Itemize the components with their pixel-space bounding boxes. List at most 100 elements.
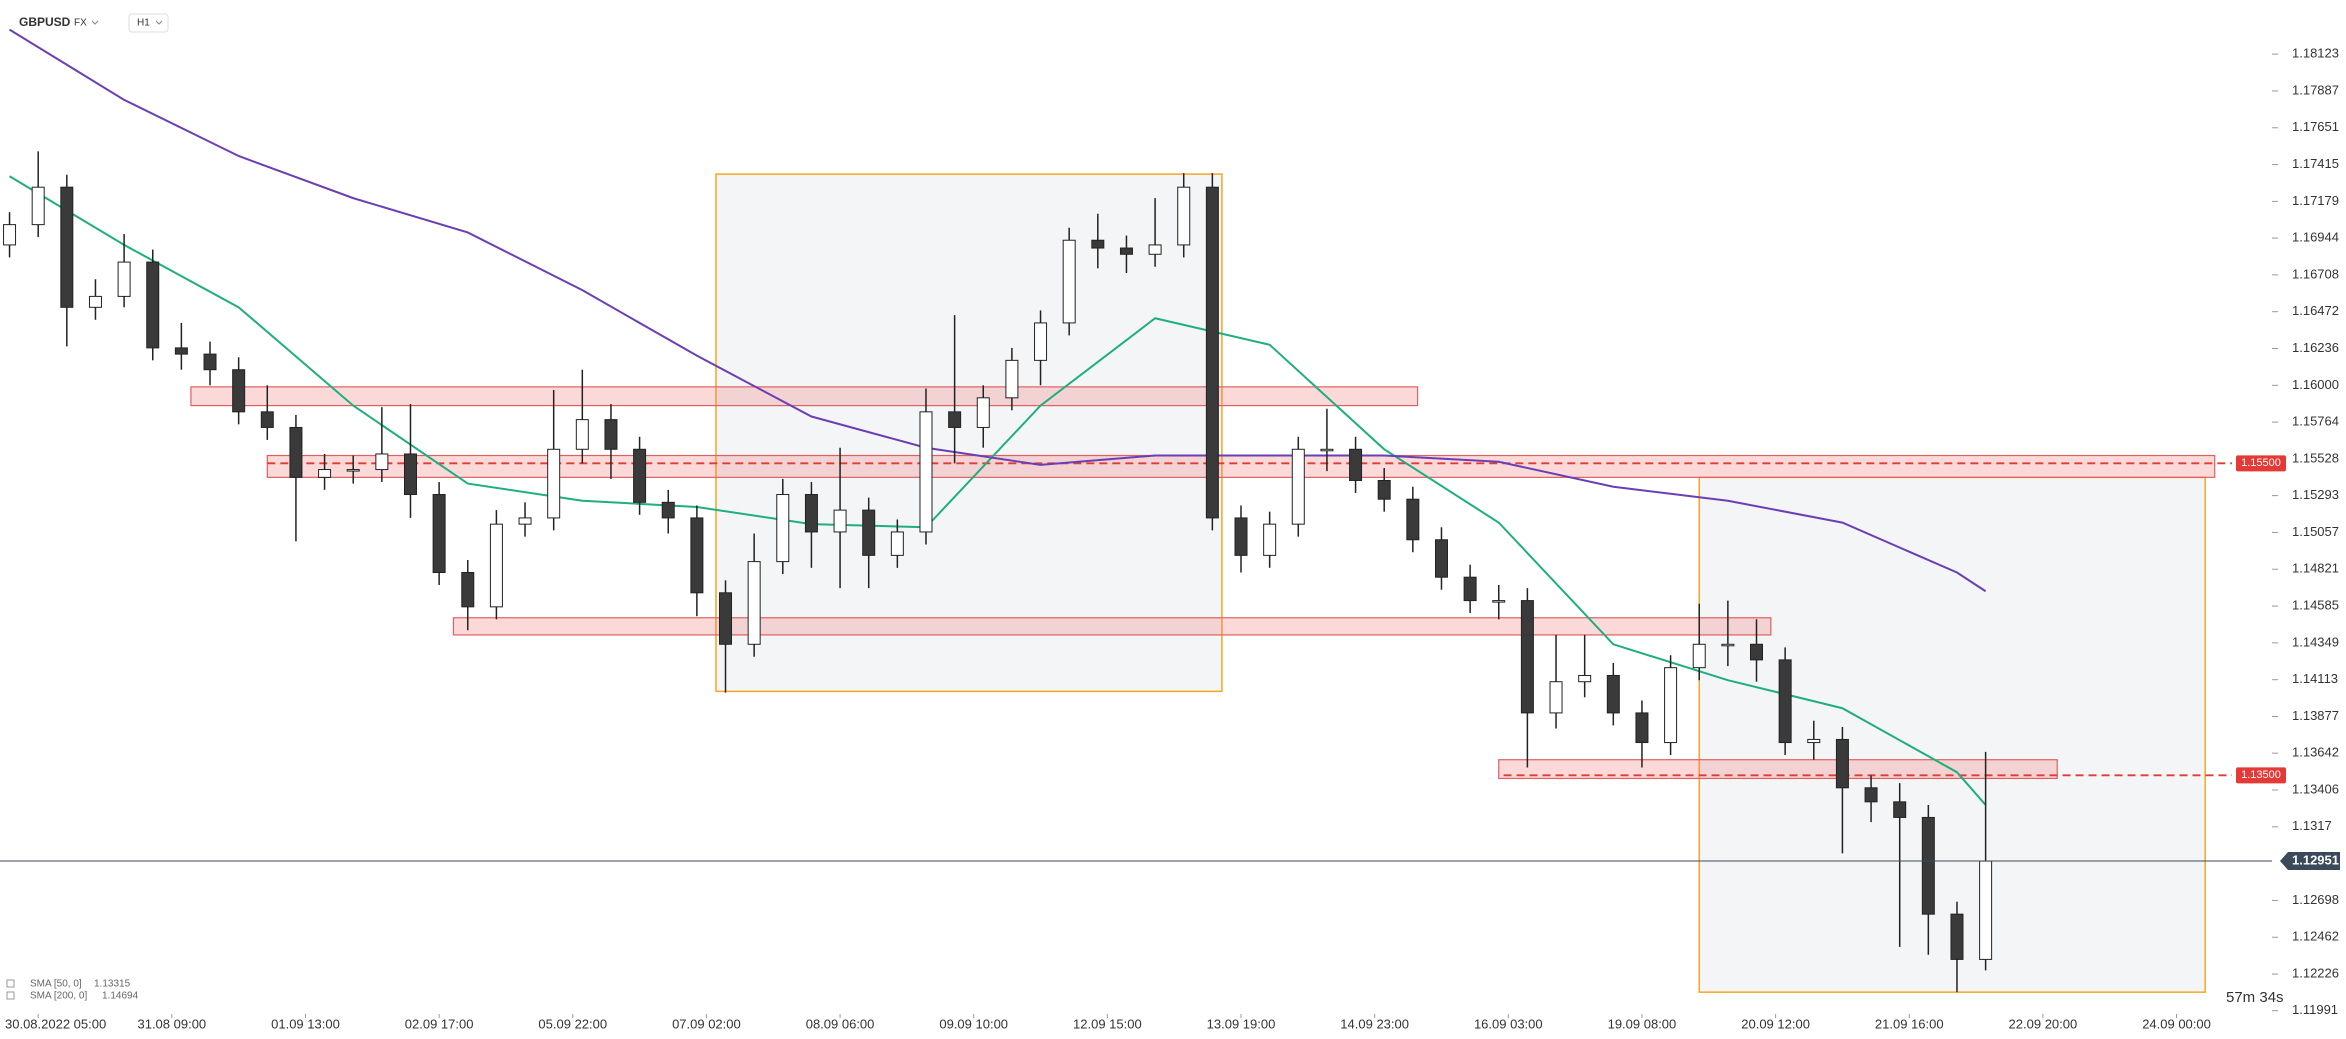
level-label: 1.15500 [2241,457,2281,469]
candle-body [1606,674,1620,714]
y-tick-label: 1.15057 [2292,524,2339,539]
zone [1498,759,2058,780]
candle-body [547,448,561,519]
candle-body [3,224,17,246]
y-tick-label: 1.15764 [2292,414,2339,429]
y-tick-label: 1.12698 [2292,892,2339,907]
candle-body [1520,600,1534,714]
candle-body [1291,448,1305,525]
market-chevron[interactable] [91,20,99,25]
candle-body [1177,186,1191,246]
x-tick-label: 21.09 16:00 [1875,1016,1944,1031]
candle-body [1349,448,1363,481]
symbol[interactable]: GBPUSD [19,15,71,29]
y-tick-label: 1.18123 [2292,46,2339,61]
y-tick-label: 1.16000 [2292,377,2339,392]
y-tick-label: 1.14821 [2292,561,2339,576]
y-tick-label: 1.16236 [2292,340,2339,355]
candle-body [1692,643,1706,669]
candle-body [346,469,360,472]
candle-body [1549,681,1563,714]
y-tick-label: 1.14113 [2292,671,2338,686]
candle-body [1864,787,1878,803]
x-tick-label: 01.09 13:00 [271,1016,340,1031]
candle-body [518,517,532,525]
x-tick-label: 22.09 20:00 [2009,1016,2078,1031]
x-tick-label: 07.09 02:00 [672,1016,741,1031]
candle-body [661,501,675,519]
sma-line [9,175,1987,806]
candle-body [1578,674,1592,683]
candle-body [747,561,761,645]
zones-layer [190,386,2232,780]
y-tick-label: 1.1317 [2292,818,2332,833]
candle-body [575,419,589,450]
candle-body [1921,816,1935,915]
sma-line [9,28,1987,593]
candle-body [1750,643,1764,661]
candle-body [862,509,876,556]
x-tick-label: 13.09 19:00 [1207,1016,1276,1031]
x-tick-label: 08.09 06:00 [806,1016,875,1031]
candle-body [604,419,618,450]
countdown: 57m 34s [2226,989,2284,1006]
candle-body [31,186,45,226]
x-tick-label: 09.09 10:00 [939,1016,1008,1031]
y-tick-label: 1.17651 [2292,119,2339,134]
x-tick-label: 12.09 15:00 [1073,1016,1142,1031]
candle-body [1979,860,1993,960]
y-tick-label: 1.14349 [2292,634,2339,649]
y-tick-label: 1.15293 [2292,487,2339,502]
candle-body [919,411,933,533]
y-tick-label: 1.13406 [2292,781,2339,796]
level-label: 1.13500 [2241,769,2281,781]
candle-body [1119,247,1133,255]
candle-body [203,353,217,371]
boxes-layer [715,173,2206,993]
legend-name: SMA [50, 0] [30,979,82,990]
y-tick-label: 1.13642 [2292,745,2339,760]
candle-body [88,295,102,308]
y-tick-label: 1.17887 [2292,82,2339,97]
candle-body [489,523,503,608]
candle-body [260,411,274,428]
legend-icon [6,991,15,1000]
interval-button[interactable] [128,13,169,33]
candle-body [976,397,990,428]
legend-value: 1.13315 [94,979,131,990]
candle-body [1950,913,1964,960]
candle-body [1377,479,1391,500]
candle-body [1005,359,1019,399]
candle-body [890,531,904,556]
candle-body [833,509,847,533]
candle-body [804,494,818,533]
y-tick-label: 1.11991 [2292,1002,2338,1017]
market[interactable]: FX [74,18,87,29]
candle-body [375,453,389,471]
x-tick-label: 20.09 12:00 [1741,1016,1810,1031]
candle-body [461,572,475,608]
y-tick-label: 1.16708 [2292,266,2339,281]
y-tick-label: 1.16944 [2292,229,2339,244]
candle-body [403,453,417,496]
candle-body [1721,643,1735,647]
candle-body [1835,738,1849,789]
candle-body [1205,186,1219,519]
candle-body [1463,576,1477,602]
candle-body [633,448,647,503]
y-tick-label: 1.13877 [2292,708,2339,723]
y-tick-label: 1.12462 [2292,929,2339,944]
candle-body [948,411,962,428]
candle-body [1234,517,1248,556]
legend-value: 1.14694 [102,991,139,1002]
candle-body [432,494,446,574]
interval[interactable]: H1 [137,18,150,29]
candle-body [117,261,131,297]
x-tick-label: 05.09 22:00 [538,1016,607,1031]
x-tick-label: 31.08 09:00 [137,1016,206,1031]
candle-body [1807,738,1821,744]
candle-body [690,517,704,594]
x-tick-label: 30.08.2022 05:00 [5,1016,106,1031]
candle-body [1492,600,1506,603]
